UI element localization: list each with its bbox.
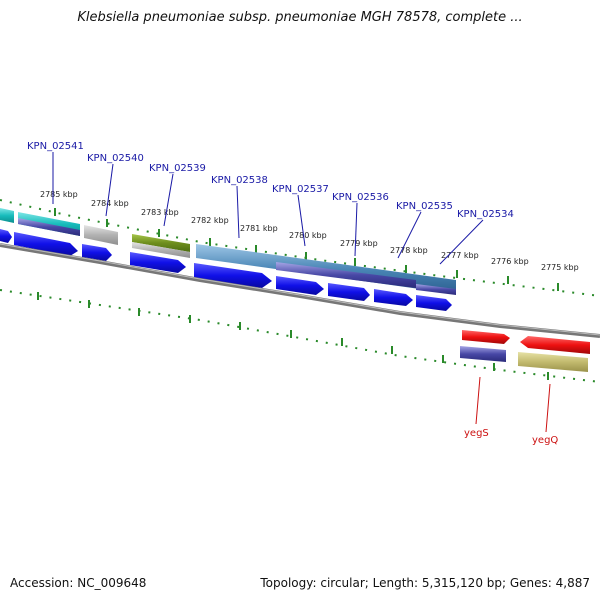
gene-label-kpn02538[interactable]: KPN_02538 — [211, 175, 268, 186]
kbp-label-2776: 2776 kbp — [491, 257, 529, 266]
gene-labels-top: KPN_02541 KPN_02540 KPN_02539 KPN_02538 … — [27, 141, 514, 265]
kbp-label-2785: 2785 kbp — [40, 190, 78, 199]
gene-label-kpn02535[interactable]: KPN_02535 — [396, 201, 453, 212]
kbp-label-2779: 2779 kbp — [340, 239, 378, 248]
accession-text: Accession: NC_009648 — [10, 576, 147, 590]
cog-bar-cyan[interactable] — [0, 208, 14, 223]
cog-bar-khaki-bottom[interactable] — [518, 352, 588, 372]
kbp-label-2783: 2783 kbp — [141, 208, 179, 217]
gene-arrow-yegS[interactable] — [462, 330, 510, 344]
cog-bars-top — [0, 208, 456, 295]
gene-label-kpn02541[interactable]: KPN_02541 — [27, 141, 84, 152]
gene-arrow-8[interactable] — [374, 289, 413, 306]
gene-arrow-yegQ[interactable] — [520, 336, 590, 354]
kbp-label-2780: 2780 kbp — [289, 231, 327, 240]
cog-bar-purple-2[interactable] — [276, 262, 416, 288]
gene-arrow-7[interactable] — [328, 283, 370, 301]
gene-arrow-3[interactable] — [82, 244, 112, 261]
genome-backbone — [0, 243, 600, 338]
tick-track-bottom — [0, 289, 600, 383]
gene-label-yegS[interactable]: yegS — [464, 428, 489, 439]
cog-bar-purple-1[interactable] — [18, 218, 80, 236]
gene-label-kpn02540[interactable]: KPN_02540 — [87, 153, 144, 164]
genome-summary-text: Topology: circular; Length: 5,315,120 bp… — [260, 576, 590, 590]
cog-bar-purple-3[interactable] — [416, 284, 456, 295]
gene-arrows-bottom — [460, 330, 590, 372]
kbp-label-2781: 2781 kbp — [240, 224, 278, 233]
cog-bar-olive[interactable] — [132, 234, 190, 252]
gene-arrow-2[interactable] — [14, 232, 78, 256]
gene-arrow-5[interactable] — [194, 263, 272, 288]
gene-arrow-4[interactable] — [130, 252, 186, 273]
gene-arrow-1[interactable] — [0, 229, 12, 243]
gene-arrows-top — [0, 229, 452, 311]
cog-bar-purple-bottom[interactable] — [460, 346, 506, 362]
gene-labels-bottom: yegS yegQ — [464, 376, 558, 446]
kbp-label-2784: 2784 kbp — [91, 199, 129, 208]
major-ticks-bottom — [37, 292, 549, 380]
cog-bar-grey-1[interactable] — [84, 225, 118, 245]
kbp-label-2775: 2775 kbp — [541, 263, 579, 272]
gene-label-kpn02536[interactable]: KPN_02536 — [332, 192, 389, 203]
gene-label-yegQ[interactable]: yegQ — [532, 435, 558, 446]
major-ticks-top — [54, 208, 559, 291]
kbp-label-2782: 2782 kbp — [191, 216, 229, 225]
cog-bar-grey-2[interactable] — [132, 242, 190, 258]
kbp-label-2778: 2778 kbp — [390, 246, 428, 255]
gene-arrow-6[interactable] — [276, 276, 324, 295]
gene-label-kpn02539[interactable]: KPN_02539 — [149, 163, 206, 174]
gene-label-kpn02534[interactable]: KPN_02534 — [457, 209, 514, 220]
gene-label-kpn02537[interactable]: KPN_02537 — [272, 184, 329, 195]
map-title: Klebsiella pneumoniae subsp. pneumoniae … — [77, 10, 523, 25]
gene-arrow-9[interactable] — [416, 295, 452, 311]
kbp-label-2777: 2777 kbp — [441, 251, 479, 260]
